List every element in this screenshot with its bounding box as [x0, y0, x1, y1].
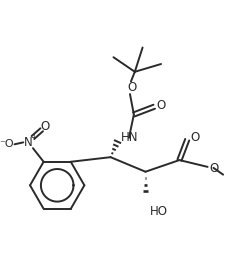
Text: HO: HO	[150, 205, 168, 218]
Text: O: O	[40, 120, 49, 133]
Text: HN: HN	[121, 131, 139, 144]
Text: O: O	[190, 131, 200, 144]
Text: O: O	[210, 162, 219, 175]
Text: O: O	[127, 81, 136, 94]
Text: N: N	[24, 136, 32, 149]
Text: O: O	[156, 99, 166, 112]
Text: ⁻O: ⁻O	[0, 139, 14, 149]
Text: +: +	[30, 133, 37, 142]
